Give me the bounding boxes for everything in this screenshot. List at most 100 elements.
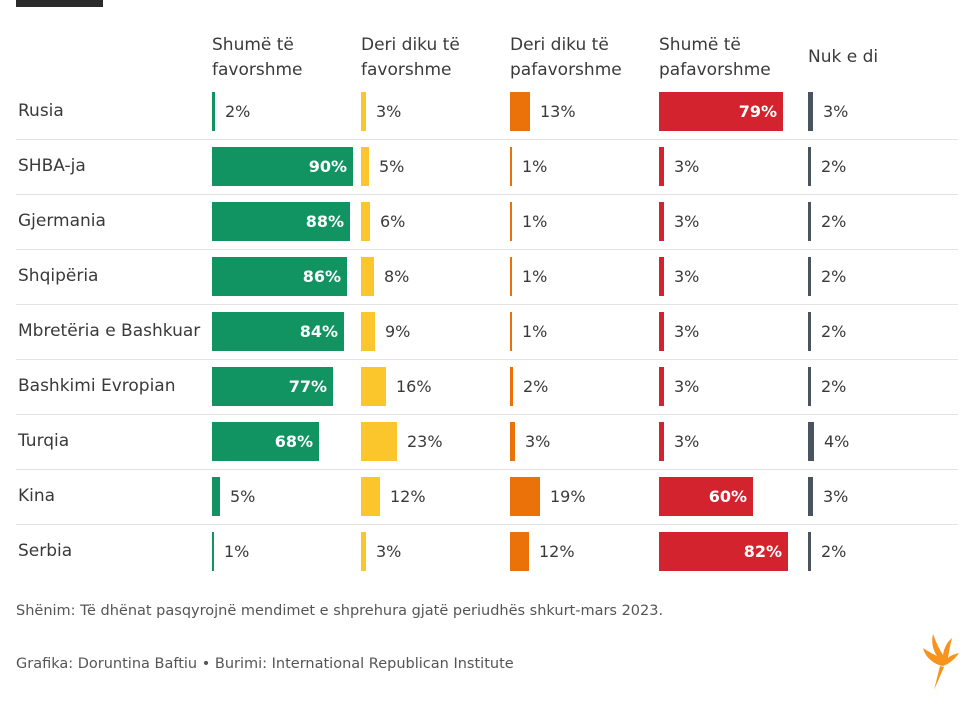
bar — [510, 422, 515, 461]
data-label: 2% — [523, 377, 549, 396]
bar — [808, 477, 813, 516]
data-label: 90% — [308, 157, 347, 176]
data-label: 1% — [522, 157, 548, 176]
data-label: 1% — [522, 212, 548, 231]
column-header-line2: pafavorshme — [510, 60, 622, 80]
data-label: 3% — [674, 157, 700, 176]
row-divider — [16, 304, 958, 305]
bar — [361, 312, 375, 351]
footnote: Shënim: Të dhënat pasqyrojnë mendimet e … — [16, 603, 664, 619]
row-label: SHBA-ja — [18, 156, 86, 176]
data-label: 1% — [522, 267, 548, 286]
bar — [659, 477, 753, 516]
data-label: 2% — [821, 377, 847, 396]
bar — [212, 477, 220, 516]
bar — [808, 257, 811, 296]
data-label: 86% — [302, 267, 341, 286]
bar — [212, 92, 215, 131]
bar — [510, 147, 512, 186]
data-label: 3% — [674, 322, 700, 341]
data-label: 88% — [305, 212, 344, 231]
bar — [659, 202, 664, 241]
row-divider — [16, 524, 958, 525]
column-header-line1: Shumë të — [659, 35, 741, 55]
data-label: 1% — [522, 322, 548, 341]
bar — [361, 147, 369, 186]
column-header-line2: favorshme — [212, 60, 303, 80]
bar — [659, 92, 783, 131]
data-label: 77% — [288, 377, 327, 396]
data-label: 3% — [674, 212, 700, 231]
row-label: Mbretëria e Bashkuar — [18, 321, 201, 341]
bar — [212, 532, 214, 571]
data-label: 3% — [674, 267, 700, 286]
data-label: 2% — [821, 157, 847, 176]
top-accent-bar — [16, 0, 103, 7]
bar — [361, 257, 374, 296]
column-header: Deri diku të pafavorshme — [510, 33, 650, 83]
data-label: 12% — [539, 542, 575, 561]
bar — [808, 532, 811, 571]
row-label: Turqia — [18, 431, 70, 451]
column-header-line1: Deri diku të — [361, 35, 460, 55]
data-label: 3% — [525, 432, 551, 451]
data-label: 13% — [540, 102, 576, 121]
data-label: 3% — [674, 432, 700, 451]
row-label: Gjermania — [18, 211, 106, 231]
column-header-line1: Deri diku të — [510, 35, 609, 55]
data-label: 6% — [380, 212, 406, 231]
row-label: Rusia — [18, 101, 64, 121]
bar — [808, 367, 811, 406]
bar — [808, 92, 813, 131]
data-label: 2% — [821, 542, 847, 561]
data-label: 84% — [299, 322, 338, 341]
data-label: 5% — [230, 487, 256, 506]
bar — [808, 312, 811, 351]
column-header-line1: Shumë të — [212, 35, 294, 55]
row-divider — [16, 414, 958, 415]
data-label: 5% — [379, 157, 405, 176]
bar — [659, 532, 788, 571]
row-divider — [16, 359, 958, 360]
bar — [510, 92, 530, 131]
bar — [361, 367, 386, 406]
bar — [510, 477, 540, 516]
bar — [212, 202, 350, 241]
bar — [659, 422, 664, 461]
data-label: 2% — [821, 212, 847, 231]
data-label: 8% — [384, 267, 410, 286]
data-label: 23% — [407, 432, 443, 451]
data-label: 3% — [823, 487, 849, 506]
bar — [212, 422, 319, 461]
bar — [212, 367, 333, 406]
bar — [361, 477, 380, 516]
bar — [808, 147, 811, 186]
bar — [212, 312, 344, 351]
column-header: Nuk e di — [808, 45, 948, 70]
data-label: 12% — [390, 487, 426, 506]
row-divider — [16, 249, 958, 250]
data-label: 4% — [824, 432, 850, 451]
bar — [659, 257, 664, 296]
bar — [361, 202, 370, 241]
row-label: Bashkimi Evropian — [18, 376, 176, 396]
data-label: 3% — [674, 377, 700, 396]
bar — [212, 147, 353, 186]
column-header: Shumë të favorshme — [212, 33, 352, 83]
column-header-line1: Nuk e di — [808, 47, 879, 67]
bar — [361, 92, 366, 131]
bar — [808, 422, 814, 461]
column-header: Deri diku të favorshme — [361, 33, 501, 83]
data-label: 79% — [738, 102, 777, 121]
data-label: 68% — [274, 432, 313, 451]
bar — [510, 312, 512, 351]
row-label: Kina — [18, 486, 56, 506]
row-divider — [16, 194, 958, 195]
data-label: 2% — [821, 322, 847, 341]
bar — [510, 367, 513, 406]
bar — [808, 202, 811, 241]
bar — [510, 257, 512, 296]
credits: Grafika: Doruntina Baftiu • Burimi: Inte… — [16, 656, 514, 672]
data-label: 2% — [225, 102, 251, 121]
bar — [510, 202, 512, 241]
